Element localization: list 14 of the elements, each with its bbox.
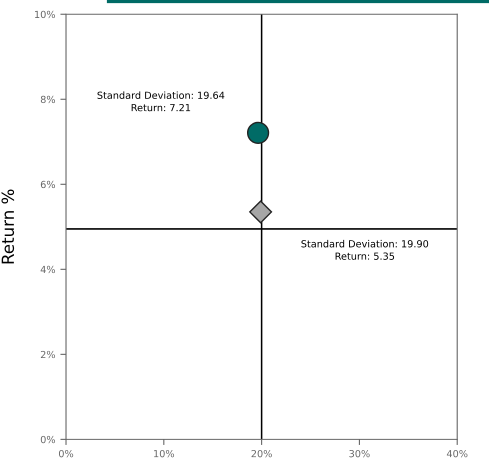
x-tick-label: 20% [252, 450, 272, 458]
y-tick-label: 4% [40, 266, 56, 274]
x-tick-label: 0% [58, 450, 74, 458]
y-tick-label: 2% [40, 350, 56, 358]
x-tick-label: 10% [154, 450, 174, 458]
y-axis-title: Return % [1, 190, 14, 264]
y-tick-label: 6% [40, 180, 56, 188]
x-tick-label: 40% [446, 450, 468, 458]
y-tick-label: 10% [35, 10, 56, 18]
y-tick-label: 8% [40, 96, 56, 104]
y-tick-label: 0% [40, 436, 56, 444]
x-tick-label: 30% [349, 450, 370, 458]
annotation: Standard Deviation: 19.64 Return: 7.21 [98, 91, 224, 112]
annotation: Standard Deviation: 19.90 Return: 5.35 [301, 240, 428, 260]
